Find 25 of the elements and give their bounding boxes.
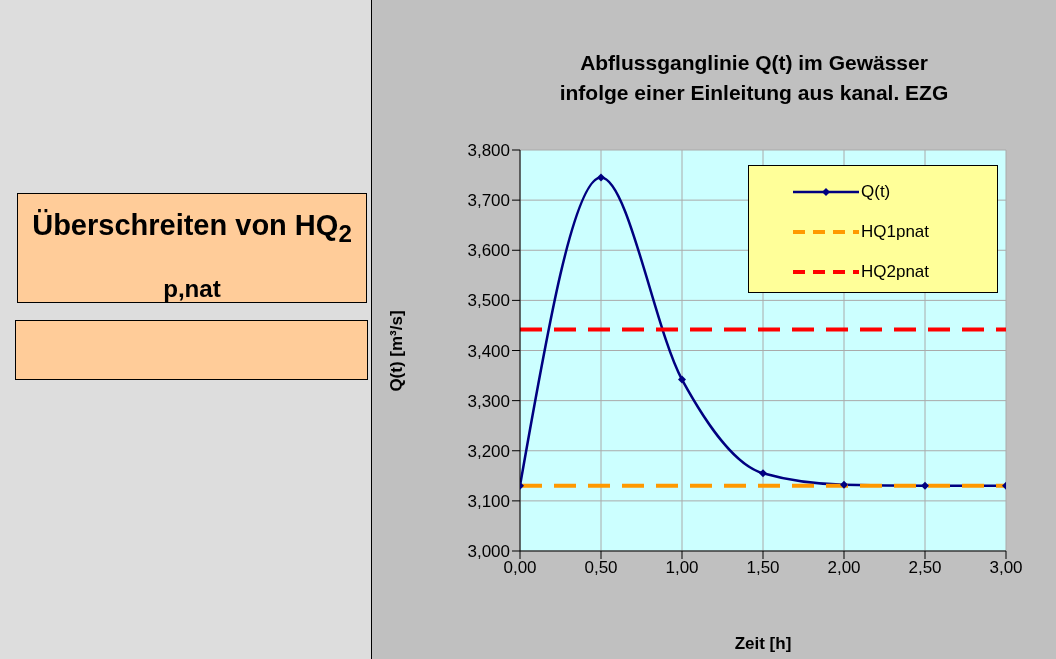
- x-tick-label: 1,50: [746, 558, 780, 578]
- chart-title: Abflussganglinie Q(t) im Gewässer infolge einer Einleitung aus kanal. EZG: [558, 50, 950, 106]
- y-tick-label: 3,500: [467, 291, 510, 311]
- x-tick-label: 2,50: [908, 558, 942, 578]
- y-tick-label: 3,300: [467, 391, 510, 411]
- x-tick-label: 1,00: [665, 558, 699, 578]
- point: [840, 480, 848, 489]
- point: [921, 481, 929, 490]
- y-tick-label: 3,200: [467, 441, 510, 461]
- x-tick-label: 0,50: [584, 558, 618, 578]
- y-tick-label: 3,600: [467, 241, 510, 261]
- x-tick-label: 2,00: [827, 558, 861, 578]
- point: [678, 375, 686, 384]
- legend-label: HQ2pnat: [861, 262, 930, 282]
- x-tick-label: 3,00: [989, 558, 1023, 578]
- y-tick-label: 3,100: [467, 491, 510, 511]
- x-axis-title: Zeit [h]: [733, 634, 793, 654]
- y-tick-label: 3,800: [467, 141, 510, 161]
- y-axis-title: Q(t) [m³/s]: [387, 309, 407, 392]
- y-tick-label: 3,700: [467, 191, 510, 211]
- point: [759, 469, 767, 478]
- point: [597, 173, 605, 182]
- legend-label: HQ1pnat: [861, 222, 930, 242]
- legend-label: Q(t): [861, 182, 891, 202]
- y-tick-label: 3,400: [467, 341, 510, 361]
